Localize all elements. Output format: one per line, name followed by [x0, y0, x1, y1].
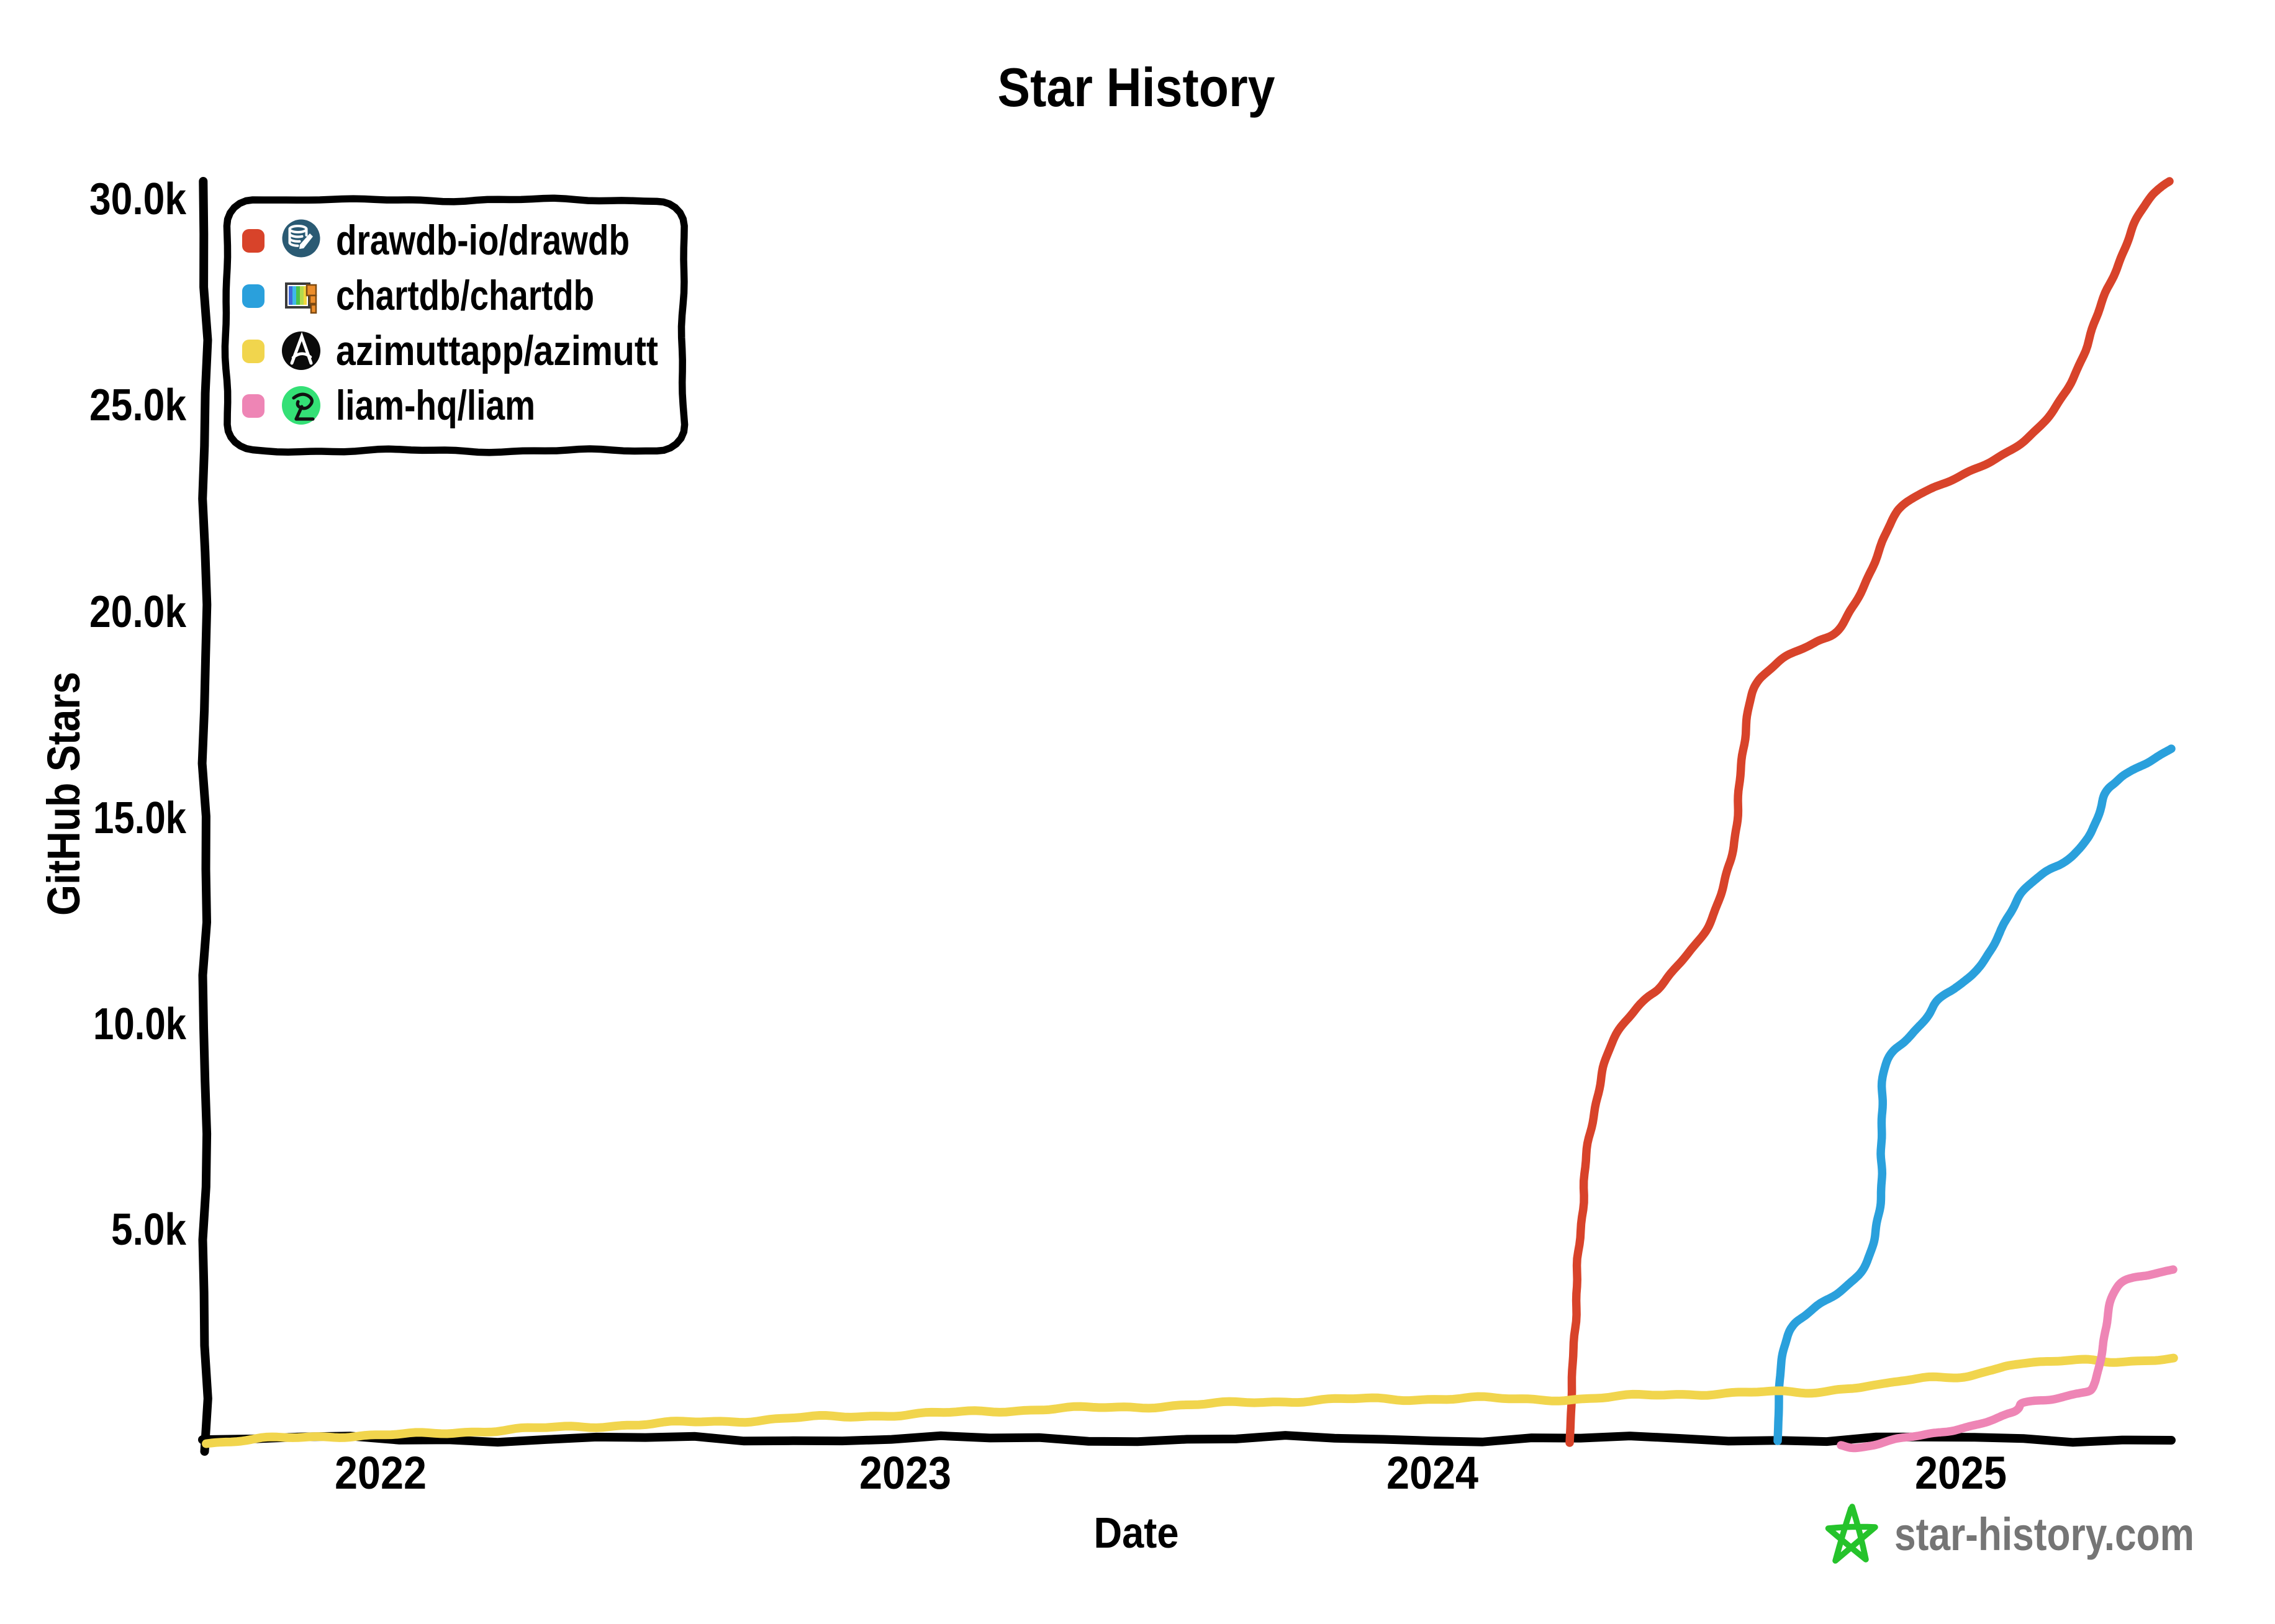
svg-text:5.0k: 5.0k [111, 1205, 187, 1255]
svg-text:20.0k: 20.0k [89, 587, 187, 637]
svg-text:Star History: Star History [998, 56, 1275, 118]
svg-text:GitHub Stars: GitHub Stars [38, 672, 89, 916]
svg-text:2025: 2025 [1915, 1447, 2007, 1499]
svg-text:2024: 2024 [1386, 1447, 1478, 1499]
svg-text:2023: 2023 [859, 1447, 951, 1499]
svg-text:15.0k: 15.0k [93, 793, 187, 843]
svg-text:2022: 2022 [335, 1447, 427, 1499]
svg-text:azimuttapp/azimutt: azimuttapp/azimutt [336, 327, 658, 374]
svg-text:10.0k: 10.0k [93, 999, 187, 1049]
svg-text:star-history.com: star-history.com [1894, 1509, 2194, 1560]
svg-text:chartdb/chartdb: chartdb/chartdb [336, 272, 594, 319]
svg-text:30.0k: 30.0k [89, 174, 187, 224]
svg-text:liam-hq/liam: liam-hq/liam [336, 382, 535, 429]
svg-text:Date: Date [1094, 1509, 1179, 1557]
svg-text:25.0k: 25.0k [89, 381, 187, 430]
svg-text:drawdb-io/drawdb: drawdb-io/drawdb [336, 217, 630, 264]
